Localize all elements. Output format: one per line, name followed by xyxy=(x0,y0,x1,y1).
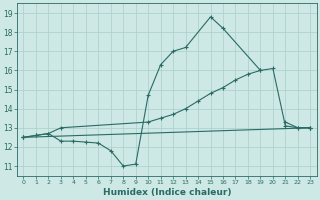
X-axis label: Humidex (Indice chaleur): Humidex (Indice chaleur) xyxy=(103,188,231,197)
